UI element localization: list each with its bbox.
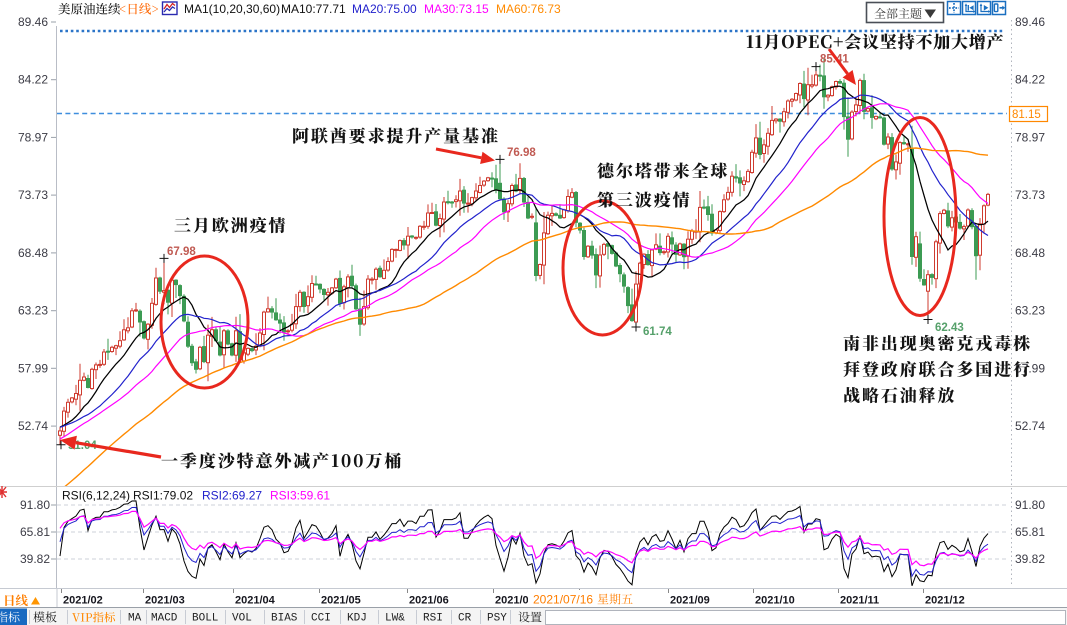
- svg-text:91.80: 91.80: [20, 498, 50, 512]
- svg-text:57.99: 57.99: [18, 361, 48, 375]
- svg-text:CR: CR: [458, 613, 472, 625]
- svg-text:CCI: CCI: [311, 613, 331, 625]
- svg-text:73.73: 73.73: [1015, 188, 1045, 202]
- svg-text:RSI: RSI: [423, 613, 443, 625]
- svg-text:81.15: 81.15: [1012, 109, 1041, 121]
- svg-text:65.81: 65.81: [20, 525, 50, 539]
- svg-text:67.98: 67.98: [167, 246, 196, 258]
- svg-text:MA60:76.73: MA60:76.73: [496, 2, 561, 16]
- svg-text:2021/05: 2021/05: [321, 595, 361, 607]
- svg-text:68.48: 68.48: [18, 246, 48, 260]
- svg-text:RSI(6,12,24): RSI(6,12,24): [62, 489, 130, 503]
- svg-text:78.97: 78.97: [1015, 130, 1045, 144]
- svg-text:VOL: VOL: [232, 613, 252, 625]
- svg-text:MA10:77.71: MA10:77.71: [281, 2, 346, 16]
- svg-text:78.97: 78.97: [18, 130, 48, 144]
- svg-text:RSI1:79.02: RSI1:79.02: [133, 489, 193, 503]
- svg-text:LW&: LW&: [385, 613, 405, 625]
- svg-text:2021/03: 2021/03: [145, 595, 185, 607]
- svg-text:MA1(10,20,30,60): MA1(10,20,30,60): [184, 2, 280, 16]
- svg-text:2021/06: 2021/06: [409, 595, 449, 607]
- svg-text:61.74: 61.74: [643, 326, 672, 338]
- svg-text:63.23: 63.23: [18, 304, 48, 318]
- svg-text:52.74: 52.74: [18, 419, 48, 433]
- svg-text:68.48: 68.48: [1015, 246, 1045, 260]
- svg-text:2021/04: 2021/04: [235, 595, 276, 607]
- svg-text:RSI2:69.27: RSI2:69.27: [202, 489, 262, 503]
- svg-text:85.41: 85.41: [820, 54, 849, 66]
- svg-text:2021/07/16: 2021/07/16: [533, 593, 593, 607]
- svg-text:39.82: 39.82: [20, 552, 50, 566]
- svg-text:MACD: MACD: [151, 613, 178, 625]
- svg-text:2021/12: 2021/12: [925, 595, 965, 607]
- svg-text:BOLL: BOLL: [192, 613, 218, 625]
- svg-text:MA30:73.15: MA30:73.15: [424, 2, 489, 16]
- svg-text:2021/07: 2021/07: [495, 595, 535, 607]
- svg-text:57.99: 57.99: [1015, 361, 1045, 375]
- svg-text:91.80: 91.80: [1015, 498, 1045, 512]
- svg-text:PSY: PSY: [487, 613, 507, 625]
- svg-text:62.43: 62.43: [935, 322, 964, 334]
- svg-text:2021/02: 2021/02: [63, 595, 103, 607]
- svg-text:MA20:75.00: MA20:75.00: [352, 2, 417, 16]
- svg-text:73.73: 73.73: [18, 188, 48, 202]
- svg-text:2021/09: 2021/09: [670, 595, 710, 607]
- svg-text:76.98: 76.98: [507, 147, 536, 159]
- svg-text:84.22: 84.22: [18, 73, 48, 87]
- svg-text:KDJ: KDJ: [347, 613, 367, 625]
- svg-text:63.23: 63.23: [1015, 304, 1045, 318]
- svg-text:2021/11: 2021/11: [840, 595, 879, 607]
- svg-text:52.74: 52.74: [1015, 419, 1045, 433]
- svg-text:89.46: 89.46: [1015, 15, 1045, 29]
- svg-text:RSI3:59.61: RSI3:59.61: [270, 489, 330, 503]
- svg-text:BIAS: BIAS: [271, 613, 298, 625]
- svg-text:MA: MA: [128, 613, 142, 625]
- svg-text:84.22: 84.22: [1015, 73, 1045, 87]
- svg-text:2021/10: 2021/10: [755, 595, 795, 607]
- svg-text:39.82: 39.82: [1015, 552, 1045, 566]
- svg-text:65.81: 65.81: [1015, 525, 1045, 539]
- svg-text:89.46: 89.46: [18, 15, 48, 29]
